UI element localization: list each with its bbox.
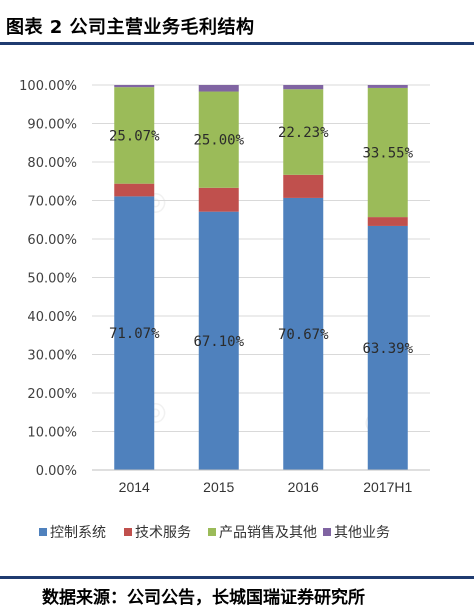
x-axis: 2014 2015 2016 2017H1: [92, 469, 430, 495]
legend-swatch: [39, 528, 47, 536]
data-label: 25.07%: [109, 128, 160, 144]
legend-item: 其他业务: [323, 525, 390, 541]
legend-swatch: [323, 528, 331, 536]
bar-segment: [283, 197, 324, 470]
y-tick-label: 0.00%: [36, 464, 77, 479]
bar-segment: [367, 217, 408, 226]
legend-label: 技术服务: [135, 525, 191, 541]
legend-item: 技术服务: [124, 525, 191, 541]
bottom-rule: [0, 576, 474, 579]
y-tick-label: 50.00%: [27, 272, 77, 287]
bar-segment: [283, 174, 324, 198]
legend-item: 控制系统: [39, 525, 106, 541]
legend-swatch: [208, 528, 216, 536]
legend: 控制系统 技术服务 产品销售及其他 其他业务: [39, 525, 390, 541]
data-label: 71.07%: [109, 326, 160, 342]
x-tick-label: 2015: [203, 479, 234, 495]
bars: [114, 85, 408, 471]
bar-segment: [198, 211, 239, 471]
y-tick-label: 80.00%: [27, 156, 77, 171]
watermark: ◎◎◎◎: [137, 183, 393, 441]
y-tick-label: 60.00%: [27, 233, 77, 248]
x-tick-label: 2017H1: [363, 479, 412, 495]
data-label: 63.39%: [362, 341, 413, 357]
bar-segment: [367, 85, 408, 88]
bar-segment: [198, 85, 239, 92]
data-label: 22.23%: [278, 125, 329, 141]
legend-label: 其他业务: [334, 525, 390, 541]
legend-label: 产品销售及其他: [219, 525, 317, 541]
legend-swatch: [124, 528, 132, 536]
top-rule: [0, 42, 474, 45]
bar-segment: [198, 187, 239, 212]
y-tick-label: 70.00%: [27, 195, 77, 210]
bar-segment: [367, 225, 408, 470]
data-label: 25.00%: [193, 133, 244, 149]
x-tick-label: 2014: [119, 479, 150, 495]
data-label: 70.67%: [278, 327, 329, 343]
y-tick-label: 30.00%: [27, 349, 77, 364]
y-tick-label: 40.00%: [27, 310, 77, 325]
y-tick-label: 20.00%: [27, 387, 77, 402]
y-tick-label: 90.00%: [27, 118, 77, 133]
bar-segment: [114, 196, 155, 470]
bar-segment: [283, 89, 324, 175]
data-label: 67.10%: [193, 334, 244, 350]
y-tick-label: 100.00%: [19, 79, 77, 94]
bar-segment: [367, 87, 408, 218]
bar-segment: [114, 87, 155, 184]
y-tick-label: 10.00%: [27, 426, 77, 441]
bar-segment: [114, 85, 155, 88]
legend-item: 产品销售及其他: [208, 525, 317, 541]
data-labels: 71.07% 25.07% 67.10% 25.00% 70.67% 22.23% 63.3…: [109, 125, 414, 357]
bar-segment: [114, 183, 155, 197]
figure-title: 图表 2 公司主营业务毛利结构: [6, 17, 255, 38]
bar-segment: [198, 91, 239, 188]
bar-segment: [283, 85, 324, 90]
source-note: 数据来源：公司公告，长城国瑞证券研究所: [42, 588, 365, 608]
legend-label: 控制系统: [50, 525, 106, 541]
x-tick-label: 2016: [288, 479, 319, 495]
data-label: 33.55%: [362, 146, 413, 162]
stacked-bar-chart: ◎◎◎◎ 0.00% 10.00% 20.00% 30.00% 40.00% 50.00%…: [19, 79, 430, 541]
y-axis: 0.00% 10.00% 20.00% 30.00% 40.00% 50.00% 60.00…: [19, 79, 77, 479]
